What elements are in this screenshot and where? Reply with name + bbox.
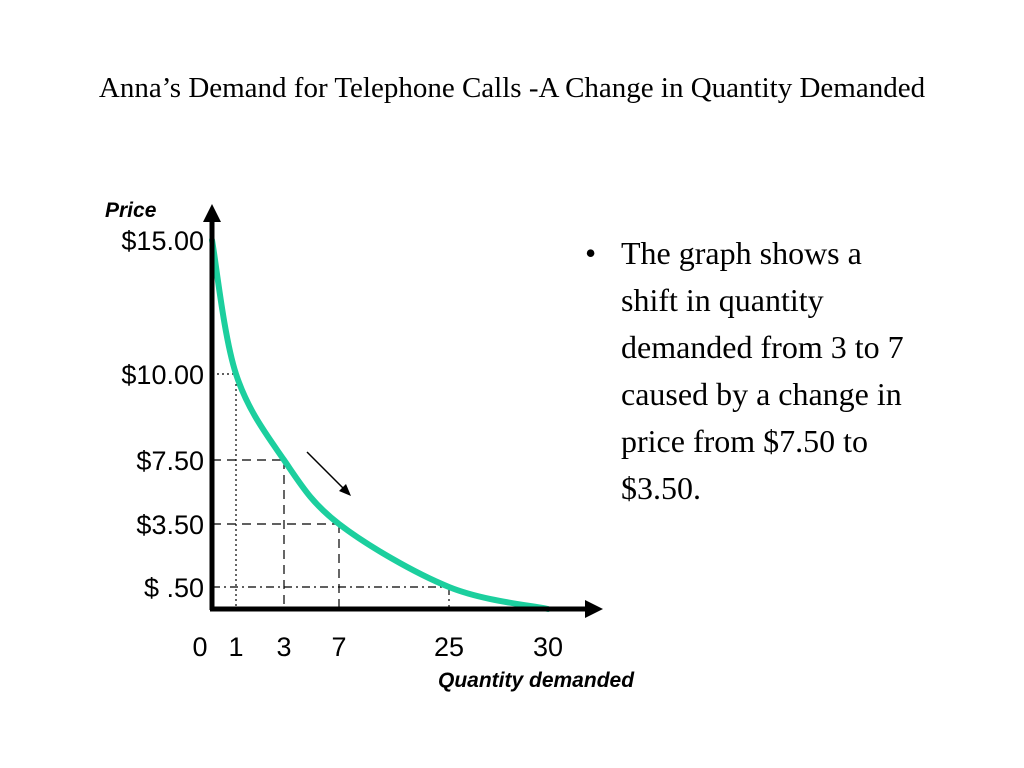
y-axis-arrowhead [203, 204, 221, 222]
y-axis-title: Price [105, 199, 157, 222]
x-tick-label-3: 7 [331, 632, 346, 662]
x-axis-arrowhead [585, 600, 603, 618]
arrow-shaft [306, 451, 346, 491]
y-tick-labels: $15.00 $10.00 $7.50 $3.50 $ .50 [121, 226, 204, 603]
axes [203, 204, 603, 618]
x-tick-label-0: 0 [192, 632, 207, 662]
x-axis-title: Quantity demanded [438, 669, 635, 692]
y-tick-label-1: $10.00 [121, 360, 204, 390]
y-tick-label-2: $7.50 [136, 446, 204, 476]
x-tick-label-5: 30 [533, 632, 563, 662]
bullet-text: The graph shows a shift in quantity dema… [621, 235, 904, 506]
reference-lines [212, 373, 450, 609]
y-tick-label-3: $3.50 [136, 510, 204, 540]
x-tick-labels: 0 1 3 7 25 30 [192, 632, 563, 662]
x-tick-label-1: 1 [228, 632, 243, 662]
y-tick-label-0: $15.00 [121, 226, 204, 256]
slide-title: Anna’s Demand for Telephone Calls -A Cha… [98, 72, 926, 104]
y-tick-label-4: $ .50 [144, 573, 204, 603]
movement-arrow [306, 451, 351, 496]
arrow-head [339, 484, 351, 496]
demand-curve [209, 237, 551, 612]
bullet-marker: • [585, 235, 597, 271]
x-tick-label-4: 25 [434, 632, 464, 662]
x-tick-label-2: 3 [276, 632, 291, 662]
